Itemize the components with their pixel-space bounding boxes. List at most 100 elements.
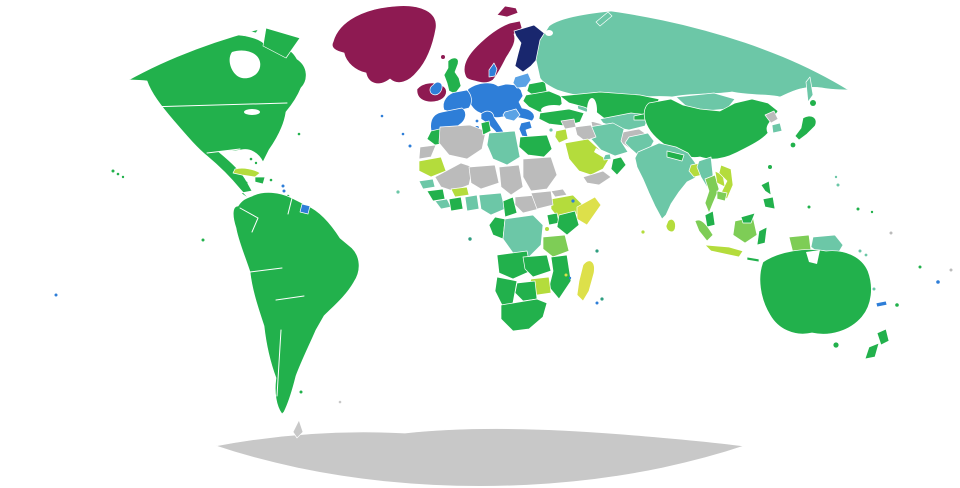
region-bermuda (297, 132, 301, 136)
region-honshu (794, 115, 817, 141)
region-libya (486, 130, 521, 166)
region-senegal (418, 178, 436, 190)
region-arctic-island-1 (151, 15, 229, 39)
region-cote-divoire (448, 196, 464, 212)
region-nepal (666, 150, 685, 162)
border-sa-4 (275, 295, 305, 301)
region-denmark (488, 62, 498, 78)
border-sa-3 (249, 267, 283, 273)
border-us-canada (146, 102, 288, 108)
region-cameroon (502, 196, 518, 218)
region-sulawesi (756, 226, 768, 246)
region-hispaniola (254, 176, 266, 185)
region-zambia (522, 254, 552, 278)
region-namibia (494, 276, 518, 308)
region-madeira (401, 132, 405, 136)
region-martinique (282, 189, 286, 193)
region-vanuatu (872, 287, 876, 291)
region-rwanda-burundi (545, 227, 549, 231)
region-fiji (895, 303, 899, 307)
persian-gulf (594, 148, 606, 158)
region-west-balkans (502, 108, 521, 122)
region-french-guiana (299, 203, 311, 215)
region-sudan (522, 156, 558, 192)
region-iran (588, 122, 629, 157)
region-solomon-2 (864, 253, 868, 257)
region-thailand (704, 174, 720, 214)
region-australia (759, 249, 872, 335)
region-india (634, 142, 701, 220)
region-jamaica (244, 181, 248, 185)
region-jan-mayen (441, 55, 445, 59)
region-iraq (574, 124, 597, 142)
region-baltic-states (512, 72, 532, 89)
region-malaysia-borneo (740, 212, 756, 224)
region-sakhalin (805, 76, 814, 103)
region-guam (836, 183, 840, 187)
region-solomon-1 (858, 249, 862, 253)
region-malay-peninsula (704, 210, 716, 228)
region-ghana-togo-benin (464, 194, 480, 212)
region-kiribati (949, 268, 953, 272)
region-saipan (834, 175, 838, 179)
region-philippines-mindanao (762, 196, 776, 210)
region-israel-jordan (554, 128, 569, 144)
region-russia (535, 8, 925, 107)
region-south-korea (771, 122, 783, 134)
region-france (442, 89, 472, 113)
region-new-caledonia (875, 300, 888, 308)
region-sierra-leone-liberia (434, 198, 452, 210)
region-hawaii-3 (121, 175, 125, 179)
region-mauritius (600, 297, 604, 301)
region-eritrea (550, 188, 568, 198)
region-novaya-zemlya (595, 11, 613, 27)
region-niger (468, 164, 500, 190)
region-kenya (556, 210, 580, 236)
region-falklands (299, 390, 303, 394)
region-new-zealand-north (876, 328, 890, 346)
region-sao-tome (468, 237, 472, 241)
region-antarctic-peninsula (292, 419, 304, 439)
region-south-america (232, 192, 360, 415)
region-polynesia-west-edge (54, 293, 58, 297)
region-french-polynesia (936, 280, 940, 284)
region-baffin-island (262, 27, 301, 59)
border-chile-argentina (276, 329, 282, 397)
border-us-mexico (206, 148, 241, 154)
region-south-sudan (530, 190, 554, 210)
region-angola (496, 250, 532, 280)
region-burkina-faso (450, 186, 470, 198)
region-cape-verde (396, 190, 400, 194)
region-micronesia-1 (856, 207, 860, 211)
border-sa-2 (239, 207, 259, 233)
region-tanzania (542, 234, 570, 258)
region-kyushu (790, 142, 796, 148)
region-arctic-island-2 (235, 15, 265, 34)
gulf-of-carpentaria (806, 250, 820, 264)
region-taiwan (768, 165, 772, 169)
region-maldives (641, 230, 645, 234)
land-layer (54, 5, 953, 486)
region-guadeloupe (281, 184, 285, 188)
region-syria (560, 118, 577, 130)
region-hokkaido (810, 100, 816, 106)
region-north-america (56, 29, 307, 214)
region-seychelles (595, 249, 599, 253)
region-lesser-sunda (746, 256, 760, 263)
region-bahamas-1 (249, 157, 253, 161)
region-dr-congo (502, 214, 544, 258)
great-lakes (244, 109, 260, 115)
region-north-korea (764, 110, 779, 124)
region-united-kingdom (443, 57, 462, 95)
region-mauritania (418, 156, 447, 178)
region-madagascar (576, 260, 595, 302)
region-greece (518, 120, 533, 138)
region-egypt (518, 134, 553, 158)
region-sri-lanka (665, 219, 676, 233)
red-sea (551, 147, 573, 180)
region-ireland (429, 81, 443, 96)
region-samoa (918, 265, 922, 269)
region-chad (498, 164, 524, 196)
region-nigeria (478, 192, 506, 216)
caspian-sea (587, 98, 597, 122)
